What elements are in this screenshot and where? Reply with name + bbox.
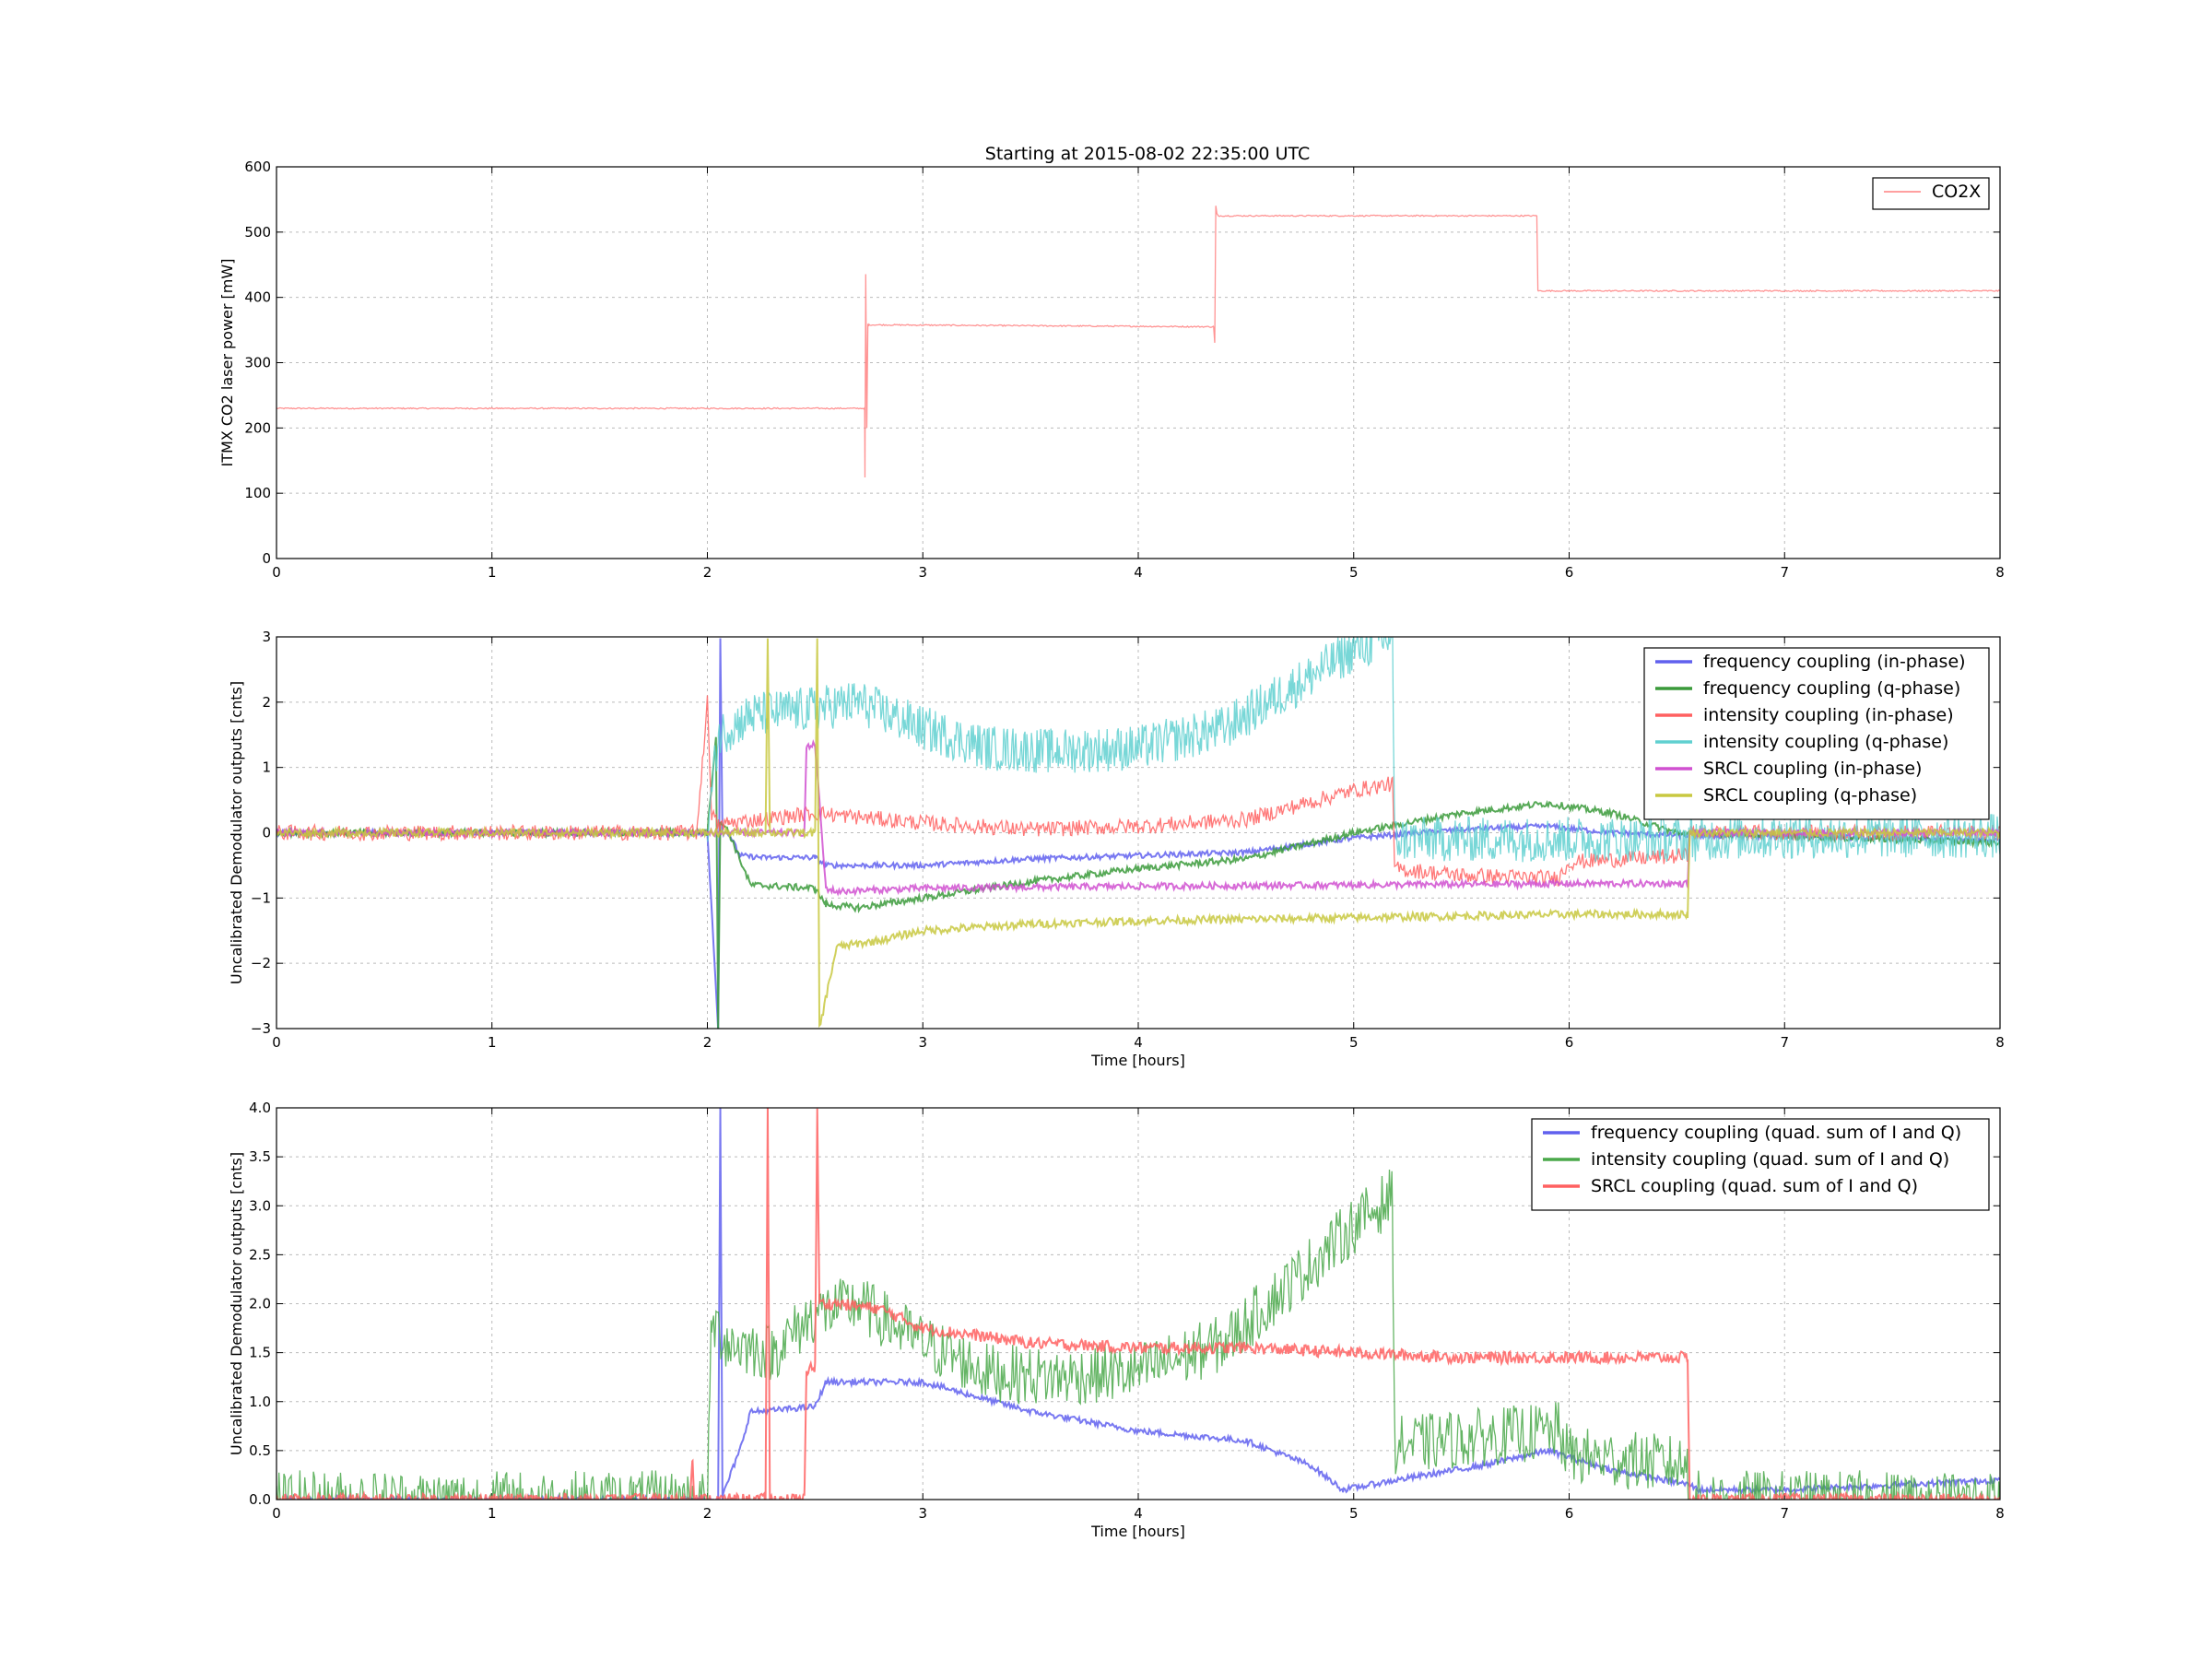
- y-tick-label: 0.5: [249, 1442, 271, 1459]
- legend-box: [1643, 647, 1990, 820]
- y-tick-label: 3.5: [249, 1148, 271, 1165]
- x-tick-label: 2: [703, 564, 712, 581]
- x-tick-label: 3: [918, 1034, 927, 1051]
- y-tick-label: 3.0: [249, 1197, 271, 1214]
- legend-label: frequency coupling (q-phase): [1703, 678, 1960, 699]
- x-tick-label: 5: [1349, 1034, 1359, 1051]
- y-tick-label: 0.0: [249, 1491, 271, 1508]
- x-tick-label: 1: [488, 564, 497, 581]
- legend-label: SRCL coupling (in-phase): [1703, 759, 1922, 779]
- legend-label: intensity coupling (q-phase): [1703, 732, 1948, 752]
- legend-label: SRCL coupling (q-phase): [1703, 785, 1917, 806]
- x-tick-label: 0: [272, 1034, 281, 1051]
- series-line-0: [276, 1108, 2000, 1500]
- legend-box: [1872, 177, 1990, 210]
- legend-label: frequency coupling (in-phase): [1703, 652, 1966, 672]
- y-axis-label: ITMX CO2 laser power [mW]: [218, 259, 236, 467]
- x-tick-label: 2: [703, 1505, 712, 1522]
- legend-label: intensity coupling (quad. sum of I and Q…: [1591, 1149, 1949, 1170]
- legend-label: SRCL coupling (quad. sum of I and Q): [1591, 1176, 1918, 1196]
- x-tick-label: 6: [1565, 1034, 1574, 1051]
- series-line-5: [276, 638, 2000, 1029]
- legend-label: frequency coupling (quad. sum of I and Q…: [1591, 1123, 1961, 1143]
- x-tick-label: 7: [1780, 1034, 1789, 1051]
- y-tick-label: 0: [262, 825, 271, 841]
- x-tick-label: 4: [1134, 564, 1143, 581]
- legend-box: [1531, 1118, 1990, 1211]
- series-line-3: [706, 637, 2000, 863]
- legend-label: CO2X: [1932, 182, 1981, 202]
- y-tick-label: 100: [244, 485, 271, 501]
- y-tick-label: 500: [244, 224, 271, 241]
- x-tick-label: 1: [488, 1034, 497, 1051]
- legend-label: intensity coupling (in-phase): [1703, 705, 1954, 725]
- x-tick-label: 8: [1995, 1034, 2005, 1051]
- x-tick-label: 4: [1134, 1034, 1143, 1051]
- series-group: [276, 206, 2000, 477]
- x-tick-label: 6: [1565, 564, 1574, 581]
- x-tick-label: 0: [272, 1505, 281, 1522]
- y-tick-label: 600: [244, 159, 271, 175]
- x-tick-label: 3: [918, 1505, 927, 1522]
- x-tick-label: 8: [1995, 1505, 2005, 1522]
- y-tick-label: 1.5: [249, 1345, 271, 1361]
- y-tick-label: 2: [262, 694, 271, 711]
- x-tick-label: 5: [1349, 564, 1359, 581]
- plot-frame: [276, 166, 2001, 559]
- plot-frame: [276, 636, 2001, 1030]
- y-tick-label: −2: [251, 955, 271, 971]
- y-axis-label: Uncalibrated Demodulator outputs [cnts]: [228, 681, 245, 984]
- y-tick-label: 4.0: [249, 1100, 271, 1116]
- figure-title: Starting at 2015-08-02 22:35:00 UTC: [985, 144, 1310, 164]
- demodulator-panel: 0 1 2 3 4 5 6 7 8 −3 −2 −1 0 1 2 3 Time [hours] Uncalibra…: [228, 629, 2005, 1069]
- series-group: [276, 1108, 2000, 1500]
- y-tick-label: −3: [251, 1020, 271, 1037]
- x-tick-label: 8: [1995, 564, 2005, 581]
- y-tick-label: 200: [244, 419, 271, 436]
- x-tick-label: 7: [1780, 1505, 1789, 1522]
- y-tick-label: −1: [251, 889, 271, 906]
- x-tick-label: 7: [1780, 564, 1789, 581]
- series-group: [276, 637, 2000, 1029]
- series-line-0: [276, 206, 2000, 477]
- x-tick-label: 4: [1134, 1505, 1143, 1522]
- x-tick-label: 1: [488, 1505, 497, 1522]
- plot-frame: [276, 1107, 2001, 1500]
- x-axis-label: Time [hours]: [1090, 1523, 1185, 1540]
- y-tick-label: 1.0: [249, 1394, 271, 1410]
- y-tick-label: 2.0: [249, 1296, 271, 1312]
- quad-sum-panel: 0 1 2 3 4 5 6 7 8 0.0 0.5 1.0 1.5 2.0 2.5 3.0 3.5 4.0 Time…: [228, 1100, 2005, 1540]
- x-axis-label: Time [hours]: [1090, 1052, 1185, 1069]
- x-tick-label: 0: [272, 564, 281, 581]
- x-tick-label: 6: [1565, 1505, 1574, 1522]
- y-axis-label: Uncalibrated Demodulator outputs [cnts]: [228, 1152, 245, 1455]
- x-tick-label: 5: [1349, 1505, 1359, 1522]
- x-tick-label: 3: [918, 564, 927, 581]
- y-tick-label: 0: [262, 550, 271, 567]
- y-tick-label: 400: [244, 289, 271, 306]
- series-line-2: [276, 1108, 2000, 1500]
- y-tick-label: 2.5: [249, 1246, 271, 1263]
- x-tick-label: 2: [703, 1034, 712, 1051]
- y-tick-label: 3: [262, 629, 271, 645]
- y-tick-label: 1: [262, 759, 271, 776]
- y-tick-label: 300: [244, 355, 271, 371]
- series-line-1: [276, 1169, 2000, 1500]
- series-line-4: [276, 738, 2000, 897]
- power-panel: 0 1 2 3 4 5 6 7 8 0 100 200 300 400 500 600 ITMX CO2 las…: [218, 159, 2005, 581]
